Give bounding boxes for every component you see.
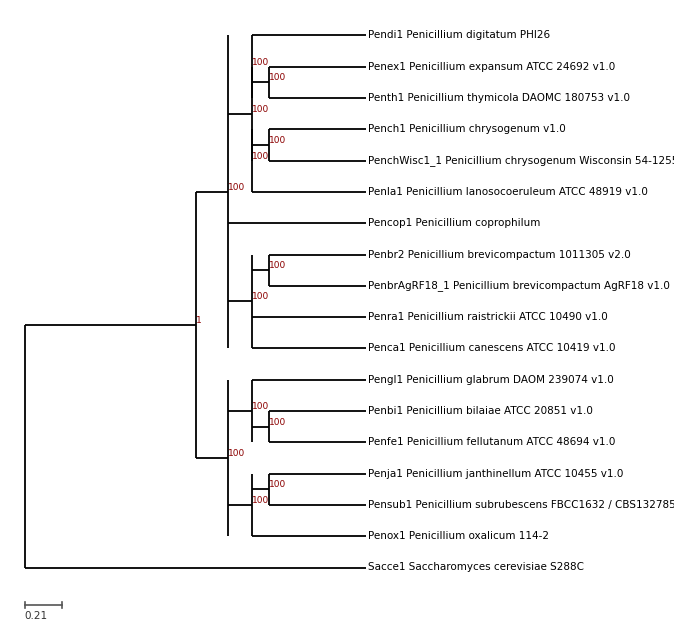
Text: 0.21: 0.21 xyxy=(25,611,48,621)
Text: Penfe1 Penicillium fellutanum ATCC 48694 v1.0: Penfe1 Penicillium fellutanum ATCC 48694… xyxy=(368,437,615,447)
Text: 100: 100 xyxy=(269,73,286,82)
Text: Penbr2 Penicillium brevicompactum 1011305 v2.0: Penbr2 Penicillium brevicompactum 101130… xyxy=(368,249,631,259)
Text: 100: 100 xyxy=(252,293,269,301)
Text: Penbi1 Penicillium bilaiae ATCC 20851 v1.0: Penbi1 Penicillium bilaiae ATCC 20851 v1… xyxy=(368,406,593,416)
Text: PenchWisc1_1 Penicillium chrysogenum Wisconsin 54-1255: PenchWisc1_1 Penicillium chrysogenum Wis… xyxy=(368,155,674,166)
Text: 100: 100 xyxy=(269,418,286,426)
Text: PenbrAgRF18_1 Penicillium brevicompactum AgRF18 v1.0: PenbrAgRF18_1 Penicillium brevicompactum… xyxy=(368,280,670,291)
Text: Penla1 Penicillium lanosocoeruleum ATCC 48919 v1.0: Penla1 Penicillium lanosocoeruleum ATCC … xyxy=(368,187,648,197)
Text: Pengl1 Penicillium glabrum DAOM 239074 v1.0: Pengl1 Penicillium glabrum DAOM 239074 v… xyxy=(368,375,614,385)
Text: 100: 100 xyxy=(252,496,269,505)
Text: 100: 100 xyxy=(252,402,269,411)
Text: Pendi1 Penicillium digitatum PHI26: Pendi1 Penicillium digitatum PHI26 xyxy=(368,31,550,40)
Text: 100: 100 xyxy=(269,136,286,145)
Text: Pensub1 Penicillium subrubescens FBCC1632 / CBS132785: Pensub1 Penicillium subrubescens FBCC163… xyxy=(368,500,674,510)
Text: Penox1 Penicillium oxalicum 114-2: Penox1 Penicillium oxalicum 114-2 xyxy=(368,531,549,541)
Text: Penth1 Penicillium thymicola DAOMC 180753 v1.0: Penth1 Penicillium thymicola DAOMC 18075… xyxy=(368,93,630,103)
Text: Penex1 Penicillium expansum ATCC 24692 v1.0: Penex1 Penicillium expansum ATCC 24692 v… xyxy=(368,62,615,72)
Text: 100: 100 xyxy=(252,58,269,67)
Text: Sacce1 Saccharomyces cerevisiae S288C: Sacce1 Saccharomyces cerevisiae S288C xyxy=(368,563,584,573)
Text: 100: 100 xyxy=(269,261,286,270)
Text: Penca1 Penicillium canescens ATCC 10419 v1.0: Penca1 Penicillium canescens ATCC 10419 … xyxy=(368,344,615,354)
Text: 100: 100 xyxy=(228,183,245,192)
Text: Pencop1 Penicillium coprophilum: Pencop1 Penicillium coprophilum xyxy=(368,219,541,228)
Text: 100: 100 xyxy=(228,449,245,458)
Text: Penja1 Penicillium janthinellum ATCC 10455 v1.0: Penja1 Penicillium janthinellum ATCC 104… xyxy=(368,468,623,479)
Text: 100: 100 xyxy=(269,480,286,489)
Text: 100: 100 xyxy=(252,105,269,114)
Text: Pench1 Penicillium chrysogenum v1.0: Pench1 Penicillium chrysogenum v1.0 xyxy=(368,124,566,134)
Text: Penra1 Penicillium raistrickii ATCC 10490 v1.0: Penra1 Penicillium raistrickii ATCC 1049… xyxy=(368,312,608,322)
Text: 100: 100 xyxy=(252,151,269,161)
Text: 1: 1 xyxy=(195,316,202,325)
